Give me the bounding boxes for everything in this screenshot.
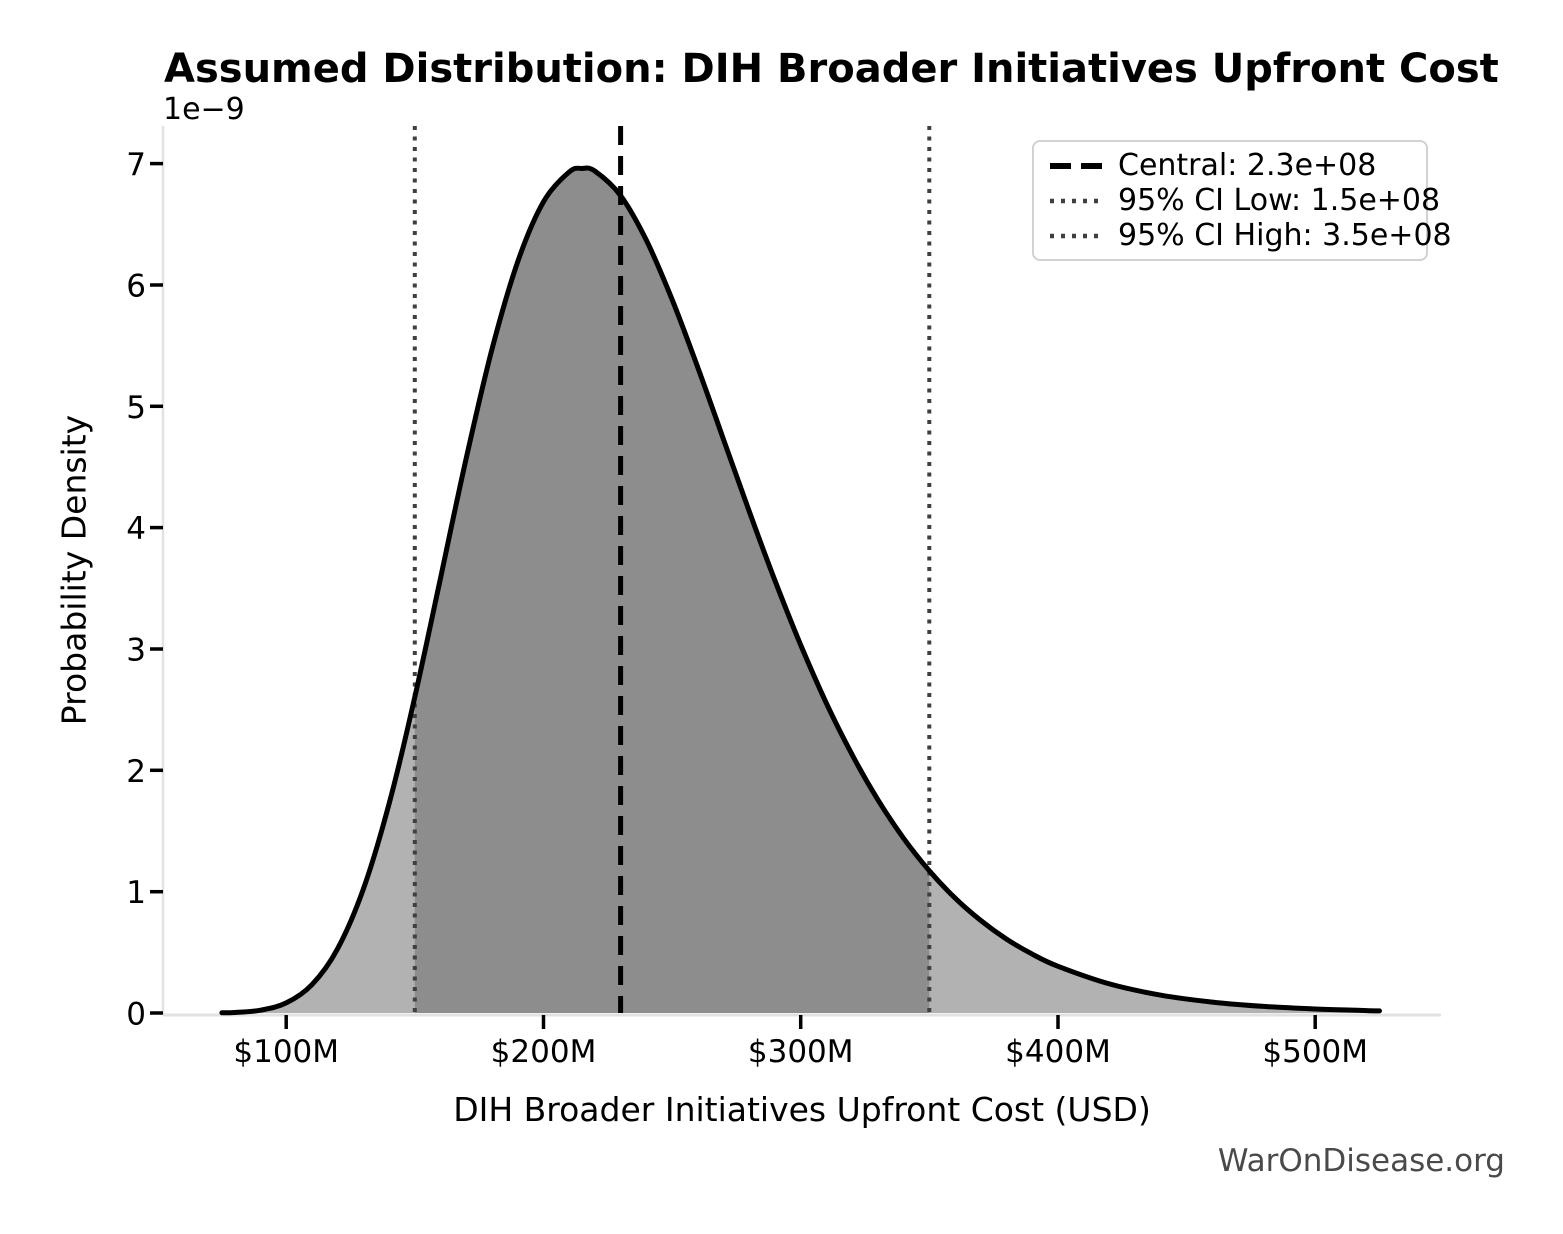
y-tick-label: 7: [126, 147, 146, 183]
watermark: WarOnDisease.org: [1217, 1143, 1505, 1179]
chart-title: Assumed Distribution: DIH Broader Initia…: [164, 46, 1499, 92]
legend-item-label: 95% CI Low: 1.5e+08: [1118, 182, 1441, 218]
dotted-line-swatch: [1050, 198, 1103, 203]
y-axis-label: Probability Density: [54, 414, 94, 726]
y-tick-label: 5: [126, 390, 146, 426]
legend-item-label: 95% CI High: 3.5e+08: [1118, 217, 1452, 253]
y-tick-label: 1: [126, 875, 146, 911]
y-tick-label: 2: [126, 754, 146, 790]
y-tick-label: 6: [126, 269, 146, 305]
x-tick-label: $300M: [748, 1034, 854, 1070]
dotted-line-swatch: [1050, 233, 1103, 238]
x-axis-label: DIH Broader Initiatives Upfront Cost (US…: [453, 1090, 1151, 1129]
legend-item: 95% CI High: 3.5e+08: [1050, 220, 1452, 251]
x-tick-label: $200M: [491, 1034, 597, 1070]
y-tick-label: 3: [126, 633, 146, 669]
ci-region-fill: [414, 168, 930, 1013]
x-tick-label: $500M: [1262, 1034, 1368, 1070]
legend-item-label: Central: 2.3e+08: [1118, 147, 1377, 183]
y-tick-label: 0: [126, 997, 146, 1033]
legend: Central: 2.3e+08 95% CI Low: 1.5e+08 95% C…: [1032, 140, 1452, 261]
x-tick-label: $100M: [233, 1034, 339, 1070]
density-curve: [219, 165, 1382, 1016]
dashed-line-swatch: [1050, 162, 1103, 169]
y-tick-label: 4: [126, 511, 146, 547]
y-axis-offset-text: 1e−9: [163, 92, 245, 127]
legend-item: Central: 2.3e+08: [1050, 147, 1418, 183]
x-tick-label: $400M: [1005, 1034, 1111, 1070]
legend-item: 95% CI Low: 1.5e+08: [1050, 185, 1440, 216]
